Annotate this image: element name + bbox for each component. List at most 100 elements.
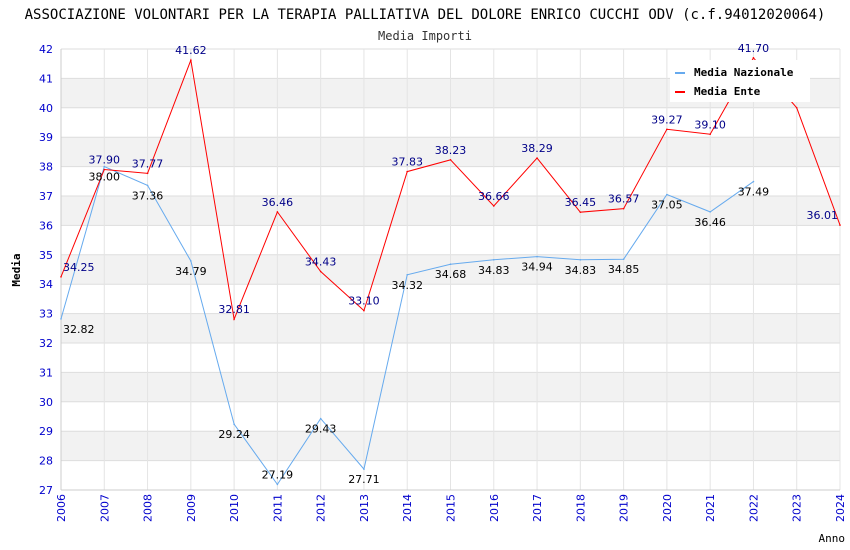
x-tick-label: 2016 [488, 494, 501, 522]
data-label: 32.81 [218, 303, 250, 316]
data-label: 36.57 [608, 193, 640, 206]
data-point [449, 159, 452, 161]
data-point [752, 180, 755, 183]
legend: Media Nazionale Media Ente [670, 60, 810, 102]
data-point [233, 318, 235, 320]
x-tick-label: 2014 [401, 494, 414, 522]
data-point [190, 260, 192, 262]
data-point [406, 170, 409, 173]
data-label: 32.82 [63, 323, 95, 336]
y-axis-label: Media [10, 253, 23, 286]
data-point [146, 184, 149, 187]
data-point [60, 276, 62, 278]
data-point [709, 211, 711, 213]
data-point [536, 255, 538, 258]
x-tick-label: 2011 [271, 494, 284, 522]
data-point [752, 57, 755, 59]
data-label: 38.29 [521, 142, 553, 155]
data-point [103, 165, 106, 168]
data-point [666, 193, 668, 196]
data-point [492, 205, 495, 207]
x-tick-label: 2012 [315, 494, 328, 522]
y-tick-label: 28 [39, 455, 53, 468]
data-label: 34.68 [435, 268, 467, 281]
data-label: 37.36 [132, 189, 164, 202]
y-tick-label: 39 [39, 131, 53, 144]
x-tick-label: 2024 [834, 494, 847, 522]
chart-title: ASSOCIAZIONE VOLONTARI PER LA TERAPIA PA… [25, 7, 826, 23]
data-label: 39.27 [651, 113, 683, 126]
x-tick-label: 2021 [704, 494, 717, 522]
data-label: 37.05 [651, 199, 683, 212]
legend-swatch-ente [675, 91, 685, 93]
data-label: 33.10 [348, 295, 380, 308]
data-point [492, 258, 495, 261]
data-label: 36.46 [694, 216, 726, 229]
data-point [146, 172, 149, 175]
x-tick-label: 2020 [661, 494, 674, 522]
data-label: 41.70 [738, 42, 770, 55]
data-point [406, 273, 409, 276]
data-label: 37.83 [391, 156, 423, 169]
data-point [233, 423, 235, 425]
data-label: 36.66 [478, 190, 510, 203]
data-point [839, 224, 841, 226]
data-point [103, 168, 106, 171]
data-label: 27.19 [262, 468, 294, 481]
x-tick-label: 2006 [55, 494, 68, 522]
data-label: 34.83 [478, 264, 510, 277]
data-label: 36.01 [807, 209, 839, 222]
data-label: 41.62 [175, 44, 207, 57]
x-tick-label: 2022 [747, 494, 760, 522]
y-tick-label: 40 [39, 102, 53, 115]
x-tick-label: 2018 [574, 494, 587, 522]
data-point [622, 207, 625, 210]
x-tick-label: 2017 [531, 494, 544, 522]
data-label: 38.23 [435, 144, 467, 157]
x-tick-label: 2015 [445, 494, 458, 522]
data-point [363, 309, 365, 312]
data-label: 34.32 [391, 279, 423, 292]
y-tick-label: 41 [39, 72, 53, 85]
y-tick-label: 38 [39, 161, 53, 174]
data-label: 37.49 [738, 186, 770, 199]
y-tick-label: 27 [39, 484, 53, 497]
data-label: 36.45 [565, 196, 597, 209]
x-tick-label: 2023 [791, 494, 804, 522]
data-label: 36.46 [262, 196, 294, 209]
data-label: 37.90 [89, 154, 121, 167]
x-tick-label: 2009 [185, 494, 198, 522]
y-tick-label: 36 [39, 219, 53, 232]
x-tick-label: 2013 [358, 494, 371, 522]
data-point [536, 157, 538, 159]
x-tick-label: 2010 [228, 494, 241, 522]
y-tick-label: 34 [39, 278, 53, 291]
legend-label-nazionale: Media Nazionale [694, 66, 794, 79]
data-point [190, 59, 192, 61]
data-point [709, 133, 711, 136]
legend-label-ente: Media Ente [694, 85, 761, 98]
y-tick-label: 42 [39, 43, 53, 56]
x-tick-label: 2007 [98, 494, 111, 522]
data-point [449, 263, 452, 266]
data-point [363, 468, 365, 470]
x-tick-label: 2008 [142, 494, 155, 522]
y-tick-label: 29 [39, 425, 53, 438]
y-tick-label: 32 [39, 337, 53, 350]
legend-swatch-nazionale [675, 72, 685, 74]
data-point [579, 211, 582, 213]
data-label: 39.10 [694, 118, 726, 131]
data-point [276, 211, 279, 213]
data-label: 34.25 [63, 261, 95, 274]
data-label: 37.77 [132, 157, 164, 170]
data-label: 34.79 [175, 265, 207, 278]
y-tick-label: 37 [39, 190, 53, 203]
data-label: 38.00 [89, 171, 121, 184]
chart-subtitle: Media Importi [378, 29, 472, 43]
data-point [319, 270, 322, 273]
data-point [622, 258, 625, 261]
x-tick-label: 2019 [618, 494, 631, 522]
y-tick-label: 31 [39, 366, 53, 379]
y-tick-label: 33 [39, 308, 53, 321]
